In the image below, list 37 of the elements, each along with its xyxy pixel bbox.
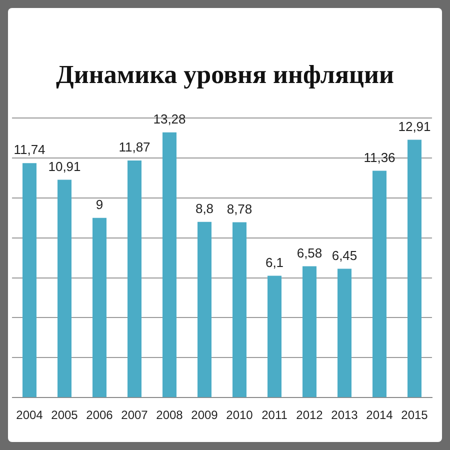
x-tick-label: 2014: [366, 408, 394, 422]
x-tick-label: 2015: [401, 408, 428, 422]
bar: [408, 140, 422, 398]
data-label: 10,91: [48, 158, 81, 174]
data-label: 8,78: [226, 201, 252, 216]
bar: [58, 180, 72, 398]
bar: [372, 170, 386, 398]
x-tick-label: 2013: [331, 408, 358, 422]
x-tick-label: 2008: [156, 408, 184, 422]
bar: [22, 163, 36, 398]
data-label: 13,28: [153, 111, 186, 126]
x-tick-label: 2007: [121, 408, 148, 422]
x-tick-label: 2012: [296, 408, 324, 422]
bar: [92, 218, 106, 398]
bar: [338, 268, 352, 398]
bar: [162, 132, 176, 398]
x-tick-label: 2009: [191, 408, 218, 422]
data-label: 6,45: [332, 248, 358, 263]
x-tick-label: 2010: [226, 408, 254, 422]
bar: [268, 276, 282, 398]
data-label: 11,87: [118, 140, 150, 155]
bar: [302, 266, 316, 398]
x-tick-label: 2005: [51, 408, 78, 422]
data-label: 6,1: [265, 254, 284, 270]
bar: [232, 222, 246, 398]
data-label: 9: [96, 196, 104, 212]
x-tick-label: 2011: [262, 408, 288, 422]
x-tick-label: 2006: [86, 408, 114, 422]
chart-title: Динамика уровня инфляции: [55, 60, 395, 90]
data-label: 11,74: [14, 142, 46, 158]
x-tick-label: 2004: [16, 408, 44, 422]
bar: [128, 160, 142, 398]
data-label: 6,58: [296, 245, 322, 260]
bar: [198, 222, 212, 398]
data-label: 8,8: [195, 200, 214, 216]
data-label: 12,91: [398, 118, 431, 134]
data-label: 11,36: [364, 150, 396, 165]
